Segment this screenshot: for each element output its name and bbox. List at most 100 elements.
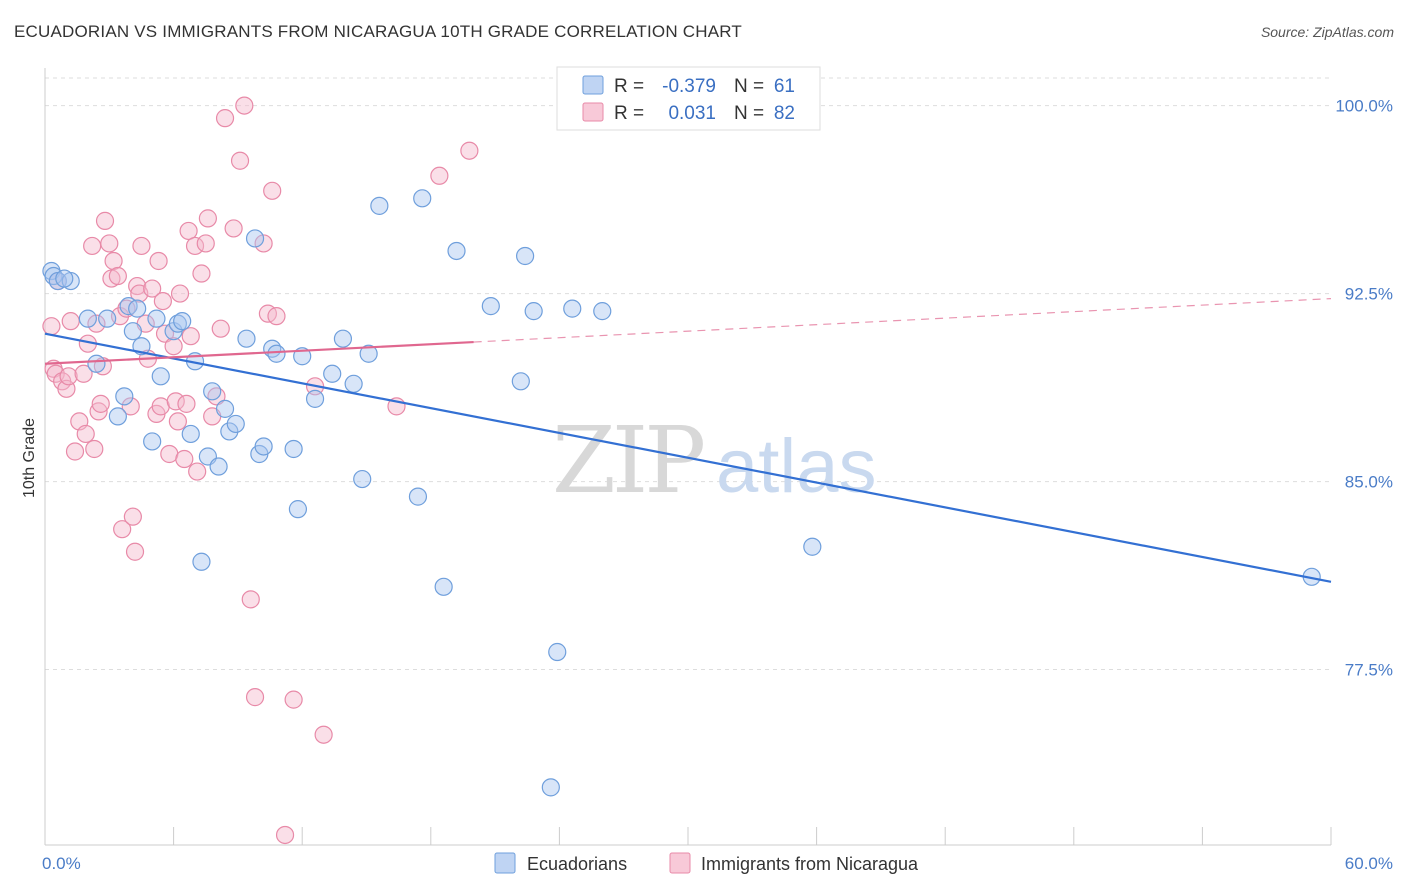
y-tick-labels: 77.5% 85.0% 92.5% 100.0%: [1335, 97, 1393, 680]
data-point-ecuadorian: [203, 382, 222, 401]
data-point-ecuadorian: [323, 364, 342, 383]
data-point-nicaragua: [91, 394, 110, 413]
data-point-ecuadorian: [87, 354, 106, 373]
legend-n-label-blue: N =: [734, 76, 764, 97]
data-point-ecuadorian: [541, 778, 560, 797]
data-point-nicaragua: [108, 266, 127, 286]
data-point-ecuadorian: [305, 389, 325, 408]
data-point-nicaragua: [128, 276, 147, 296]
data-point-nicaragua: [121, 397, 140, 416]
legend-n-value-blue: 61: [774, 76, 795, 97]
bottom-legend-swatch-nicaragua: [669, 852, 691, 874]
legend-swatch-pink: [582, 102, 604, 122]
data-point-ecuadorian: [516, 246, 535, 266]
data-point-nicaragua: [245, 688, 265, 707]
data-point-nicaragua: [95, 211, 115, 230]
trend-line-nicaragua-extension: [473, 297, 1332, 343]
x-tick-label-max: 60.0%: [1345, 854, 1393, 873]
data-point-ecuadorian: [123, 322, 142, 341]
data-point-ecuadorian: [447, 241, 466, 261]
data-point-nicaragua: [151, 397, 170, 416]
data-point-nicaragua: [76, 424, 95, 444]
data-point-ecuadorian: [147, 309, 166, 328]
data-point-ecuadorian: [284, 439, 303, 459]
x-ticks: [44, 827, 1332, 845]
data-point-ecuadorian: [151, 367, 170, 386]
data-point-nicaragua: [166, 392, 185, 411]
trend-line-ecuadorians: [44, 332, 1332, 583]
data-point-ecuadorian: [481, 297, 500, 316]
data-point-nicaragua: [460, 141, 479, 160]
watermark: ZIP atlas: [552, 407, 877, 514]
data-point-ecuadorian: [548, 642, 567, 662]
data-point-ecuadorian: [128, 299, 147, 318]
data-point-nicaragua: [235, 96, 254, 115]
data-point-ecuadorian: [413, 189, 432, 208]
data-point-ecuadorian: [359, 344, 378, 363]
data-point-nicaragua: [181, 327, 200, 346]
data-point-ecuadorian: [215, 399, 235, 418]
legend-r-value-blue: -0.379: [662, 76, 716, 97]
data-point-ecuadorian: [192, 552, 211, 571]
data-point-nicaragua: [170, 284, 190, 303]
data-point-nicaragua: [117, 299, 136, 318]
bottom-legend: Ecuadorians Immigrants from Nicaragua: [494, 852, 919, 874]
data-point-nicaragua: [177, 394, 196, 413]
data-point-ecuadorian: [237, 329, 256, 348]
data-point-nicaragua: [192, 264, 211, 283]
data-point-nicaragua: [230, 151, 250, 170]
data-point-ecuadorian: [563, 299, 582, 318]
data-point-ecuadorian: [78, 309, 97, 328]
data-point-nicaragua: [430, 166, 449, 185]
data-point-nicaragua: [125, 542, 145, 561]
data-point-nicaragua: [74, 364, 93, 383]
data-point-nicaragua: [284, 690, 303, 709]
data-point-ecuadorian: [524, 302, 543, 321]
y-axis-label: 10th Grade: [21, 418, 38, 498]
legend-swatch-blue: [582, 75, 604, 95]
data-point-nicaragua: [198, 209, 217, 228]
data-point-ecuadorian: [173, 312, 192, 331]
data-point-nicaragua: [123, 507, 142, 526]
watermark-zip: ZIP: [552, 407, 703, 514]
data-point-nicaragua: [241, 590, 260, 609]
data-point-ecuadorian: [245, 229, 265, 248]
data-point-nicaragua: [153, 292, 172, 311]
data-point-ecuadorian: [181, 424, 200, 444]
data-point-ecuadorian: [288, 500, 308, 519]
data-point-nicaragua: [132, 236, 151, 256]
data-point-nicaragua: [160, 444, 179, 464]
bottom-legend-label-ecuadorians: Ecuadorians: [527, 854, 627, 874]
legend-r-label-blue: R =: [614, 76, 644, 97]
data-point-ecuadorian: [344, 374, 363, 393]
data-point-nicaragua: [179, 221, 198, 241]
data-point-nicaragua: [65, 442, 85, 461]
data-point-ecuadorian: [143, 432, 162, 451]
data-point-ecuadorian: [226, 414, 245, 434]
bottom-legend-label-nicaragua: Immigrants from Nicaragua: [701, 854, 919, 874]
data-point-nicaragua: [164, 337, 183, 356]
data-point-nicaragua: [275, 825, 295, 845]
data-point-nicaragua: [83, 236, 102, 256]
data-point-ecuadorian: [434, 577, 453, 596]
watermark-atlas: atlas: [716, 424, 877, 509]
data-point-nicaragua: [168, 412, 187, 431]
data-point-nicaragua: [215, 109, 235, 128]
data-point-ecuadorian: [333, 329, 353, 348]
trend-line-nicaragua: [44, 340, 474, 365]
source-credit: Source: ZipAtlas.com: [1260, 24, 1394, 40]
legend-n-label-pink: N =: [734, 103, 764, 124]
data-point-nicaragua: [263, 181, 282, 200]
data-point-nicaragua: [143, 279, 162, 298]
legend-box: R = -0.379 N = 61 R = 0.031 N = 82: [556, 66, 821, 131]
data-point-nicaragua: [314, 725, 333, 744]
data-point-nicaragua: [175, 449, 194, 469]
trend-lines: [44, 297, 1332, 583]
bottom-legend-swatch-ecuadorians: [494, 852, 516, 874]
data-point-nicaragua: [149, 251, 168, 271]
chart-title: ECUADORIAN VS IMMIGRANTS FROM NICARAGUA …: [14, 22, 742, 41]
y-tick-label: 92.5%: [1345, 285, 1393, 304]
data-point-nicaragua: [85, 439, 104, 459]
data-point-nicaragua: [100, 234, 119, 253]
